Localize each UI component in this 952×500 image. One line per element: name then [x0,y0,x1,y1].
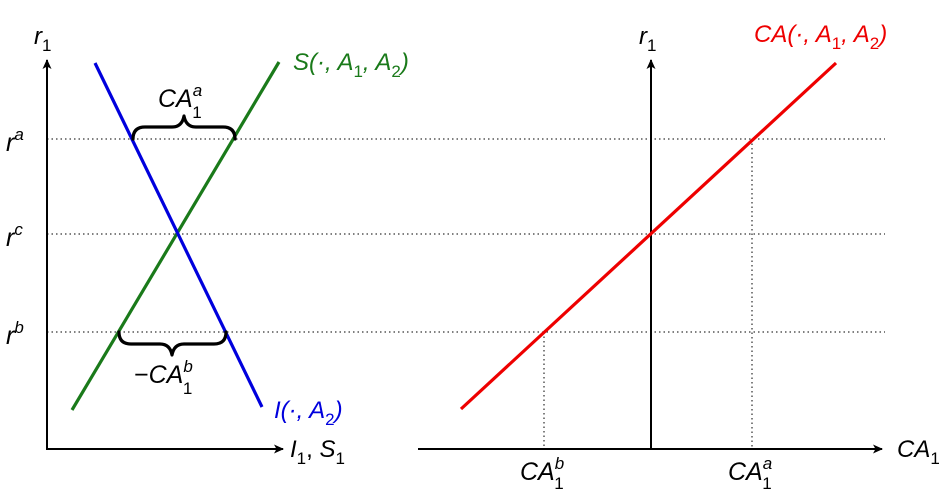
right-x-axis-label: CA1 [897,436,940,468]
cab-tick-label: CAb 1 [520,454,564,493]
investment-curve-label: I(·, A2) [274,397,343,429]
ra-tick-label: ra [6,125,24,157]
left-y-axis-label: r1 [34,23,51,55]
right-panel: r1 CA1 CA(·, A1, A2) CAb 1 CAa 1 [418,21,940,493]
brace-top [131,114,237,141]
saving-curve-label: S(·, A1, A2) [293,49,409,81]
ca-curve [459,61,838,411]
brace-bottom-label: −CAb 1 [134,357,193,398]
rb-tick-label: rb [6,318,24,350]
right-y-axis-label: r1 [639,23,656,55]
left-x-axis-label: I1, S1 [290,436,345,468]
caa-tick-label: CAa 1 [728,454,772,493]
brace-bottom [117,330,228,357]
brace-top-label: CAa 1 [158,81,202,122]
ca-curve-label: CA(·, A1, A2) [754,21,887,53]
rc-tick-label: rc [6,220,23,252]
saving-curve [70,61,281,411]
left-panel: r1 I1, S1 ra rc rb S(·, A1, A2) I(·, A2)… [6,23,409,468]
investment-curve [93,62,264,408]
